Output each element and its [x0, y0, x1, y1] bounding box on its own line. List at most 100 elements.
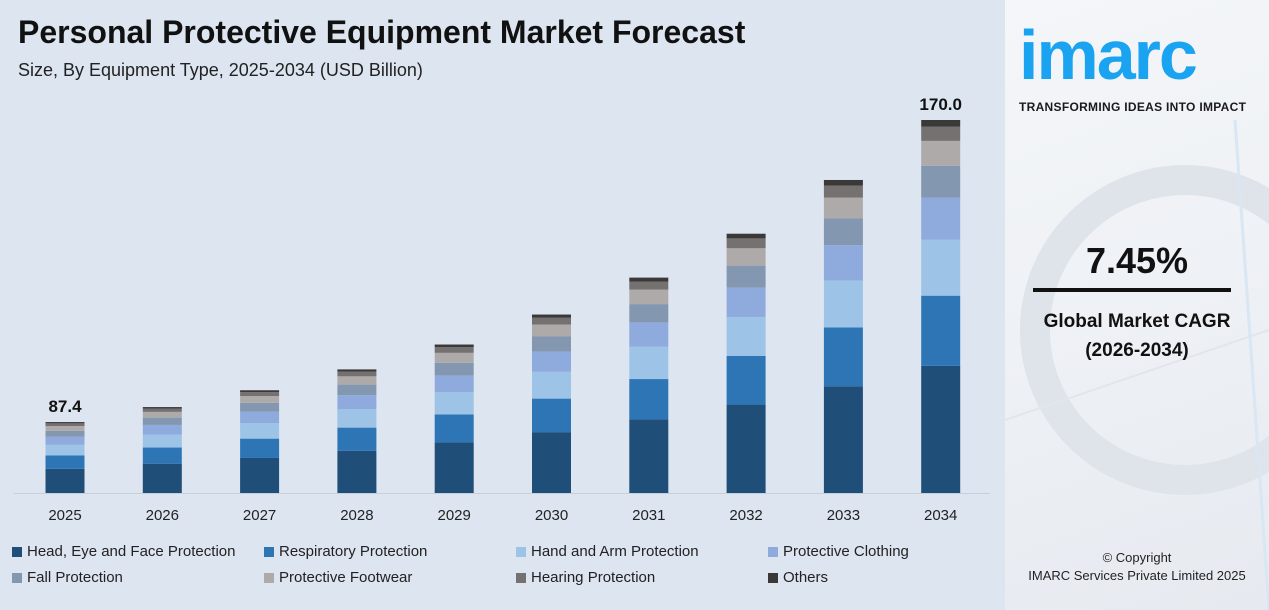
- bar-segment: [629, 419, 669, 493]
- bar-segment: [337, 371, 377, 377]
- brand-panel: imarc TRANSFORMING IDEAS INTO IMPACT 7.4…: [1005, 0, 1269, 610]
- bar-segment: [434, 352, 474, 363]
- bar-segment: [337, 369, 377, 372]
- legend: Head, Eye and Face Protection Respiratory…: [12, 543, 1002, 586]
- bar-segment: [823, 218, 863, 246]
- legend-label: Others: [783, 569, 829, 586]
- legend-swatch: [768, 546, 778, 557]
- legend-label: Respiratory Protection: [279, 543, 428, 560]
- bar-segment: [726, 404, 766, 493]
- legend-item: Protective Footwear: [264, 569, 516, 586]
- bar-segment: [823, 245, 863, 281]
- x-tick-label: 2025: [48, 507, 81, 524]
- bar-segment: [726, 265, 766, 288]
- bar-segment: [45, 455, 85, 469]
- x-tick-label: 2026: [146, 507, 179, 524]
- x-tick-label: 2034: [924, 507, 957, 524]
- bar-segment: [921, 197, 961, 240]
- bar-segment: [337, 376, 377, 385]
- legend-label: Hearing Protection: [531, 569, 656, 586]
- bar-segment: [629, 304, 669, 323]
- bar-segment: [823, 280, 863, 328]
- bar-segment: [921, 120, 961, 127]
- bar-segment: [532, 324, 571, 337]
- bar-segment: [532, 432, 571, 493]
- legend-label: Fall Protection: [27, 569, 123, 586]
- bar-segment: [337, 384, 377, 396]
- bar-segment: [434, 392, 474, 415]
- bar-segment: [726, 287, 766, 317]
- bar-segment: [142, 417, 182, 425]
- bar-segment: [726, 248, 766, 266]
- bar-segment: [629, 289, 669, 305]
- bar-segment: [921, 365, 961, 493]
- bar-segment: [337, 450, 377, 493]
- x-tick-label: 2031: [632, 507, 665, 524]
- bar-segment: [142, 424, 182, 435]
- cagr-label: Global Market CAGR (2026-2034): [1005, 307, 1269, 365]
- x-tick-label: 2030: [535, 507, 568, 524]
- legend-swatch: [516, 572, 526, 583]
- legend-item: Hand and Arm Protection: [516, 543, 768, 560]
- bar-segment: [921, 239, 961, 296]
- bar-segment: [532, 317, 571, 325]
- bar-segment: [45, 468, 85, 493]
- legend-swatch: [12, 572, 22, 583]
- bar-segment: [45, 423, 85, 427]
- bar-segment: [532, 336, 571, 352]
- x-tick-label: 2033: [827, 507, 860, 524]
- chart-panel: Personal Protective Equipment Market For…: [0, 0, 1005, 610]
- legend-label: Protective Footwear: [279, 569, 413, 586]
- background-graphic: [1005, 119, 1269, 610]
- cagr-period: (2026-2034): [1085, 340, 1189, 361]
- bar-segment: [337, 409, 377, 428]
- bar-segment: [726, 238, 766, 249]
- bar-segment: [629, 346, 669, 380]
- bar-segment: [434, 375, 474, 393]
- legend-item: Hearing Protection: [516, 569, 768, 586]
- bar-segment: [142, 434, 182, 448]
- bar-segment: [240, 438, 280, 458]
- bar-segment: [240, 423, 280, 439]
- bar-segment: [142, 463, 182, 493]
- legend-label: Protective Clothing: [783, 543, 909, 560]
- bar-segment: [921, 140, 961, 166]
- brand-tagline: TRANSFORMING IDEAS INTO IMPACT: [1019, 100, 1247, 114]
- chart-subtitle: Size, By Equipment Type, 2025-2034 (USD …: [18, 60, 423, 80]
- bar-segment: [45, 422, 85, 424]
- bar-segment: [823, 327, 863, 387]
- bar-segment: [45, 444, 85, 456]
- imarc-logo: imarc: [1019, 16, 1198, 94]
- total-label: 87.4: [48, 397, 82, 416]
- bar-segment: [726, 355, 766, 405]
- bar-segment: [629, 281, 669, 290]
- bar-segment: [823, 179, 863, 186]
- bar-segment: [240, 402, 280, 412]
- bar-segment: [142, 411, 182, 418]
- bar-segment: [45, 430, 85, 437]
- bar-segment: [240, 411, 280, 424]
- total-label: 170.0: [919, 95, 962, 114]
- x-tick-label: 2029: [438, 507, 471, 524]
- legend-swatch: [768, 572, 778, 583]
- legend-swatch: [264, 572, 274, 583]
- bar-segment: [823, 386, 863, 493]
- copyright-line2: IMARC Services Private Limited 2025: [1028, 568, 1246, 583]
- bar-segment: [240, 457, 280, 493]
- bar-segment: [921, 165, 961, 198]
- bar-segment: [532, 371, 571, 399]
- bar-segment: [921, 126, 961, 141]
- cagr-value: 7.45%: [1085, 240, 1189, 281]
- bar-segment: [823, 197, 863, 219]
- copyright: © Copyright IMARC Services Private Limite…: [1005, 549, 1269, 585]
- bar-segment: [434, 344, 474, 348]
- stacked-bar-chart: 2025 87.4 2026 2027 2028 2029 2030 2031 2032 2033…: [14, 95, 990, 524]
- legend-swatch: [12, 546, 22, 557]
- bar-segment: [240, 395, 280, 403]
- bar-segment: [240, 392, 280, 396]
- legend-label: Head, Eye and Face Protection: [27, 543, 236, 560]
- bar-segment: [240, 390, 280, 393]
- bar-segment: [142, 407, 182, 409]
- legend-item: Fall Protection: [12, 569, 264, 586]
- chart-title: Personal Protective Equipment Market For…: [18, 14, 746, 50]
